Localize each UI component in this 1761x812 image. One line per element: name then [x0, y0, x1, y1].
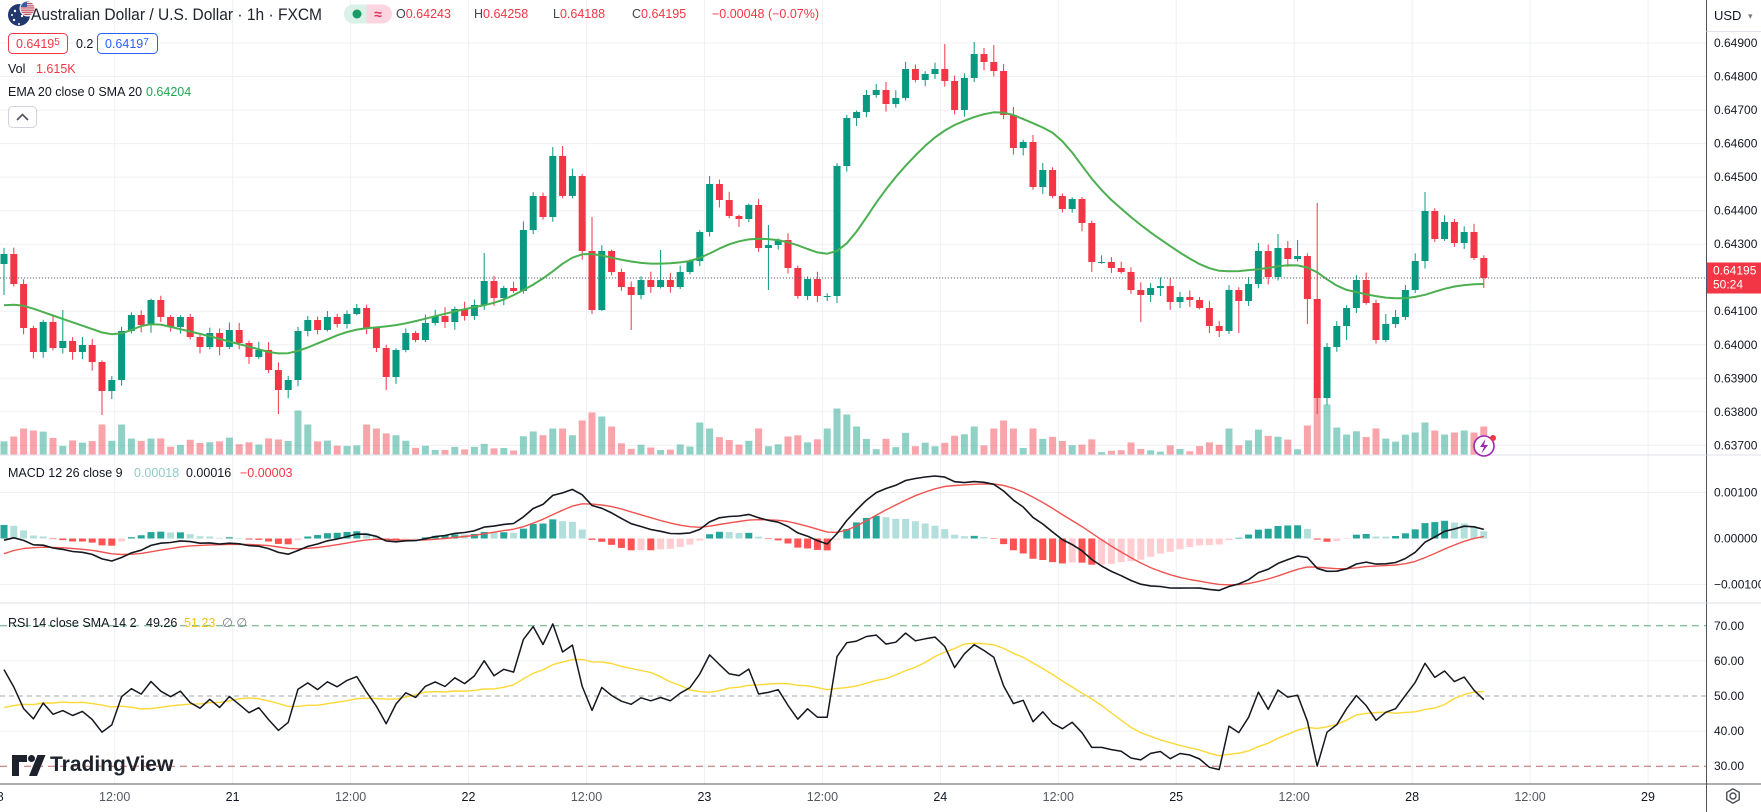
- svg-text:0.64700: 0.64700: [1714, 103, 1758, 117]
- svg-text:0.00100: 0.00100: [1714, 486, 1758, 500]
- svg-text:0.64000: 0.64000: [1714, 338, 1758, 352]
- svg-text:0.64800: 0.64800: [1714, 70, 1758, 84]
- svg-text:70.00: 70.00: [1714, 619, 1744, 633]
- svg-text:0.64500: 0.64500: [1714, 170, 1758, 184]
- svg-text:60.00: 60.00: [1714, 654, 1744, 668]
- svg-text:Australian Dollar / U.S. Dolla: Australian Dollar / U.S. Dollar · 1h · F…: [31, 6, 322, 24]
- svg-text:−0.00003: −0.00003: [240, 466, 293, 480]
- svg-text:23: 23: [697, 790, 711, 804]
- svg-text:TradingView: TradingView: [50, 753, 174, 776]
- svg-text:0.64195: 0.64195: [16, 37, 60, 51]
- svg-text:12:00: 12:00: [1514, 790, 1545, 804]
- svg-text:0.64100: 0.64100: [1714, 304, 1758, 318]
- svg-text:EMA 20 close 0 SMA 20: EMA 20 close 0 SMA 20: [8, 85, 142, 99]
- svg-text:0.63700: 0.63700: [1714, 438, 1758, 452]
- svg-text:24: 24: [933, 790, 947, 804]
- svg-text:0.64300: 0.64300: [1714, 237, 1758, 251]
- svg-text:0.00000: 0.00000: [1714, 532, 1758, 546]
- svg-text:0.2: 0.2: [76, 37, 93, 51]
- svg-text:30.00: 30.00: [1714, 759, 1744, 773]
- svg-text:49.26: 49.26: [146, 616, 177, 630]
- svg-text:50.00: 50.00: [1714, 689, 1744, 703]
- svg-text:0.00018: 0.00018: [134, 466, 179, 480]
- svg-text:MACD 12 26 close 9: MACD 12 26 close 9: [8, 466, 123, 480]
- svg-text:0.64400: 0.64400: [1714, 204, 1758, 218]
- svg-text:0.64195: 0.64195: [1713, 264, 1757, 278]
- svg-text:12:00: 12:00: [1043, 790, 1074, 804]
- svg-text:−0.00048 (−0.07%): −0.00048 (−0.07%): [712, 7, 819, 21]
- svg-text:O0.64243: O0.64243: [396, 7, 451, 21]
- svg-text:H0.64258: H0.64258: [474, 7, 528, 21]
- svg-text:1.615K: 1.615K: [36, 62, 76, 76]
- svg-text:12:00: 12:00: [571, 790, 602, 804]
- svg-text:12:00: 12:00: [99, 790, 130, 804]
- svg-text:0.64600: 0.64600: [1714, 137, 1758, 151]
- svg-text:50:24: 50:24: [1713, 278, 1743, 292]
- svg-text:L0.64188: L0.64188: [553, 7, 605, 21]
- svg-text:0.64900: 0.64900: [1714, 36, 1758, 50]
- svg-text:0.63900: 0.63900: [1714, 371, 1758, 385]
- svg-text:51.23: 51.23: [184, 616, 215, 630]
- svg-text:0.64197: 0.64197: [105, 37, 149, 51]
- svg-text:12:00: 12:00: [807, 790, 838, 804]
- svg-text:RSI 14 close SMA 14 2: RSI 14 close SMA 14 2: [8, 616, 137, 630]
- svg-text:Vol: Vol: [8, 62, 25, 76]
- svg-text:40.00: 40.00: [1714, 724, 1744, 738]
- svg-text:0.64204: 0.64204: [146, 85, 191, 99]
- svg-text:22: 22: [462, 790, 476, 804]
- svg-text:0.00016: 0.00016: [186, 466, 231, 480]
- svg-text:21: 21: [226, 790, 240, 804]
- svg-text:25: 25: [1169, 790, 1183, 804]
- svg-text:12:00: 12:00: [335, 790, 366, 804]
- svg-text:12:00: 12:00: [1279, 790, 1310, 804]
- svg-text:C0.64195: C0.64195: [632, 7, 686, 21]
- svg-text:≈: ≈: [374, 6, 382, 22]
- svg-text:∅ ∅: ∅ ∅: [222, 616, 247, 630]
- svg-text:28: 28: [1405, 790, 1419, 804]
- svg-text:29: 29: [1641, 790, 1655, 804]
- svg-text:18: 18: [0, 790, 4, 804]
- svg-text:−0.00100: −0.00100: [1714, 578, 1761, 592]
- svg-text:0.63800: 0.63800: [1714, 405, 1758, 419]
- svg-text:▾: ▾: [1748, 11, 1753, 21]
- svg-text:USD: USD: [1714, 8, 1741, 23]
